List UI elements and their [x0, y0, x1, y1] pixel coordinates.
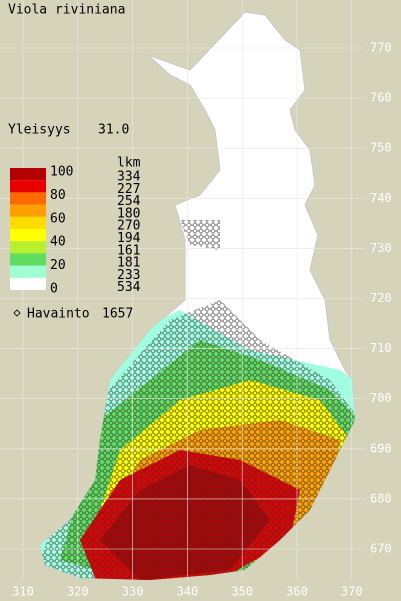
y-grid-label: 750: [370, 141, 392, 155]
observation-label: Havainto: [27, 307, 90, 322]
legend-count: 181: [117, 256, 140, 271]
x-grid-label: 360: [286, 585, 308, 599]
legend-count: 180: [117, 206, 140, 221]
legend-count: 254: [117, 194, 141, 209]
legend-swatch: [10, 241, 46, 254]
legend-swatch: [10, 229, 46, 242]
y-grid-label: 760: [370, 91, 392, 105]
x-grid-label: 330: [122, 585, 144, 599]
legend-swatch: [10, 216, 46, 229]
y-grid-label: 730: [370, 241, 392, 255]
y-grid-label: 690: [370, 441, 392, 455]
legend-count: 161: [117, 243, 140, 258]
legend-scale-label: 20: [50, 258, 66, 273]
x-grid-label: 340: [177, 585, 199, 599]
legend-swatch: [10, 168, 46, 181]
observation-marker: [13, 309, 21, 317]
legend-swatch: [10, 192, 46, 205]
y-grid-label: 700: [370, 391, 392, 405]
legend-count: 227: [117, 182, 140, 197]
legend-scale-label: 60: [50, 211, 66, 226]
legend-swatch: [10, 180, 46, 193]
species-title: Viola riviniana: [8, 3, 125, 18]
count-header: lkm: [117, 156, 141, 171]
x-grid-label: 350: [231, 585, 253, 599]
frequency-label: Yleisyys: [8, 123, 71, 138]
legend-swatch: [10, 265, 46, 278]
observation-value: 1657: [102, 307, 133, 322]
y-grid-label: 740: [370, 191, 392, 205]
legend-count: 233: [117, 268, 140, 283]
y-grid-label: 770: [370, 41, 392, 55]
legend-swatch: [10, 204, 46, 217]
y-grid-label: 680: [370, 491, 392, 505]
legend-swatch: [10, 253, 46, 266]
frequency-value: 31.0: [98, 123, 129, 138]
legend-count: 194: [117, 231, 141, 246]
distribution-layer: [40, 220, 355, 580]
legend-scale-label: 80: [50, 188, 66, 203]
legend-swatch: [10, 277, 46, 290]
y-grid-label: 720: [370, 291, 392, 305]
legend-scale-label: 40: [50, 235, 66, 250]
y-grid-label: 670: [370, 542, 392, 556]
x-grid-label: 370: [341, 585, 363, 599]
legend-count: 534: [117, 280, 141, 295]
x-grid-label: 310: [12, 585, 34, 599]
legend-count: 270: [117, 219, 140, 234]
legend-count: 334: [117, 170, 141, 185]
y-grid-label: 710: [370, 341, 392, 355]
legend-scale-label: 100: [50, 165, 73, 180]
legend-scale-label: 0: [50, 282, 58, 297]
x-grid-label: 320: [67, 585, 89, 599]
